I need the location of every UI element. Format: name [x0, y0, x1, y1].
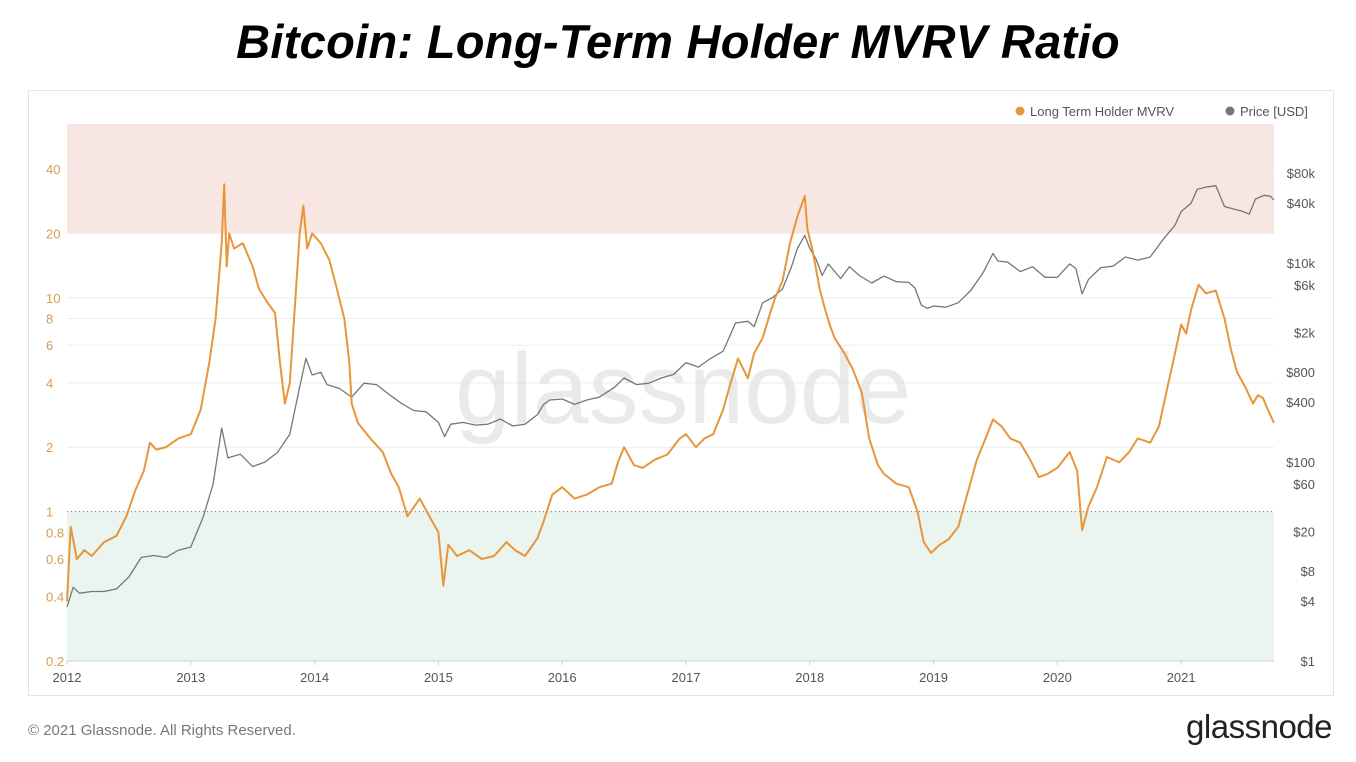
right-tick-label: $40k	[1287, 196, 1316, 211]
right-tick-label: $6k	[1294, 278, 1315, 293]
right-tick-label: $4	[1301, 594, 1315, 609]
right-tick-label: $10k	[1287, 256, 1316, 271]
left-tick-label: 40	[46, 162, 60, 177]
legend-item-price[interactable]: Price [USD]	[1225, 104, 1308, 119]
mvrv-chart: glassnode 0.2 0.4 0.6 0.8 1 2 4 6 8 10 20 40 $1 $4 $8…	[46, 104, 1315, 685]
footer-logo[interactable]: glassnode	[1186, 708, 1332, 745]
chart-panel: glassnode 0.2 0.4 0.6 0.8 1 2 4 6 8 10 20 40 $1 $4 $8…	[28, 90, 1334, 696]
legend-item-mvrv[interactable]: Long Term Holder MVRV	[1015, 104, 1175, 119]
x-tick-label: 2020	[1043, 670, 1072, 685]
right-tick-label: $2k	[1294, 326, 1315, 341]
right-tick-label: $60	[1293, 477, 1315, 492]
series-mvrv-line	[66, 183, 1275, 602]
x-tick-label: 2014	[300, 670, 329, 685]
left-tick-label: 0.4	[46, 590, 64, 605]
legend-label: Price [USD]	[1240, 104, 1308, 119]
legend-marker	[1225, 106, 1235, 116]
x-tick-label: 2021	[1167, 670, 1196, 685]
zones-layer	[67, 124, 1274, 661]
legend-label: Long Term Holder MVRV	[1030, 104, 1174, 119]
left-axis: 0.2 0.4 0.6 0.8 1 2 4 6 8 10 20 40	[46, 162, 64, 669]
legend-marker	[1015, 106, 1025, 116]
right-tick-label: $100	[1286, 455, 1315, 470]
left-tick-label: 4	[46, 376, 53, 391]
x-tick-label: 2012	[53, 670, 82, 685]
overvalued-zone	[67, 124, 1274, 234]
right-tick-label: $400	[1286, 395, 1315, 410]
page-title: Bitcoin: Long-Term Holder MVRV Ratio	[236, 15, 1120, 68]
undervalued-zone	[67, 511, 1274, 661]
right-tick-label: $20	[1293, 525, 1315, 540]
right-tick-label: $800	[1286, 365, 1315, 380]
right-axis: $1 $4 $8 $20 $60 $100 $400 $800 $2k $6k $10k $40k $8…	[1286, 166, 1315, 669]
left-tick-label: 0.8	[46, 525, 64, 540]
left-tick-label: 0.6	[46, 552, 64, 567]
x-tick-label: 2017	[672, 670, 701, 685]
left-tick-label: 8	[46, 312, 53, 327]
right-tick-label: $8	[1301, 564, 1315, 579]
left-tick-label: 10	[46, 291, 60, 306]
x-tick-label: 2013	[176, 670, 205, 685]
watermark: glassnode	[455, 333, 911, 445]
footer-copyright: © 2021 Glassnode. All Rights Reserved.	[28, 722, 296, 739]
grid-layer	[67, 168, 1274, 662]
left-tick-label: 6	[46, 338, 53, 353]
left-tick-label: 2	[46, 440, 53, 455]
series-price-line	[66, 185, 1275, 608]
left-tick-label: 20	[46, 226, 60, 241]
left-tick-label: 1	[46, 505, 53, 520]
legend[interactable]: Long Term Holder MVRV Price [USD]	[1015, 104, 1308, 119]
x-tick-label: 2018	[795, 670, 824, 685]
left-tick-label: 0.2	[46, 654, 64, 669]
x-tick-label: 2015	[424, 670, 453, 685]
x-tick-label: 2016	[548, 670, 577, 685]
right-tick-label: $80k	[1287, 166, 1316, 181]
series-layer	[66, 183, 1275, 608]
x-axis: 2012 2013 2014 2015 2016 2017 2018 2019 2020 2021	[53, 661, 1196, 685]
right-tick-label: $1	[1301, 654, 1315, 669]
x-tick-label: 2019	[919, 670, 948, 685]
